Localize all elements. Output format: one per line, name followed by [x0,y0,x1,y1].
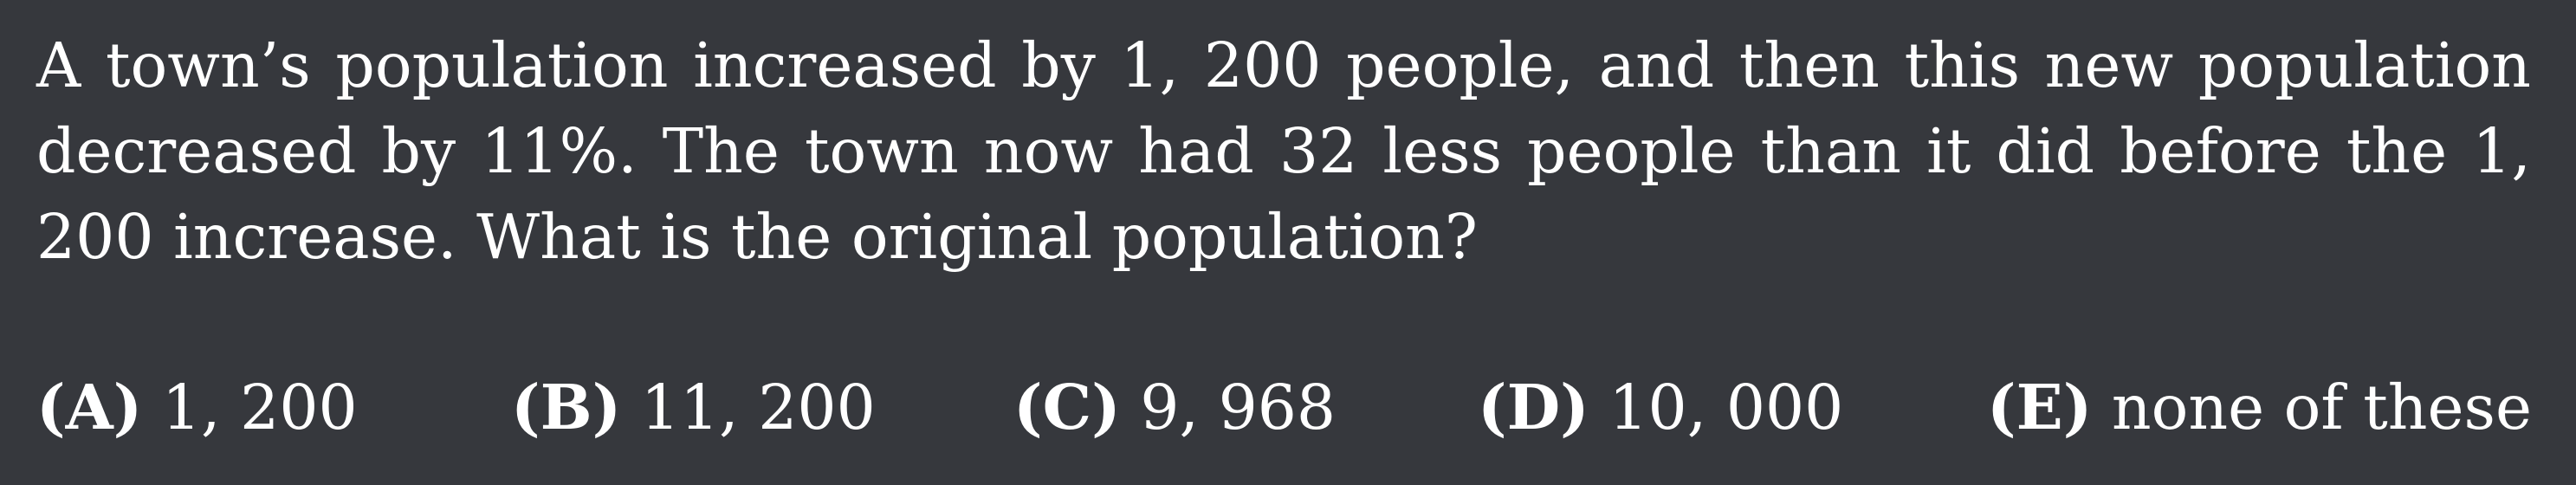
choice-b-value: 11, 200 [640,372,876,443]
choice-c-value: 9, 968 [1140,372,1337,443]
choice-a-letter: (A) [36,371,143,443]
choice-b-letter: (B) [511,371,622,443]
choice-c[interactable]: (C) 9, 968 [1013,364,1336,451]
choice-e[interactable]: (E) none of these [1987,364,2532,451]
answer-choices: (A) 1, 200 (B) 11, 200 (C) 9, 968 (D) 10… [36,364,2548,450]
choice-b[interactable]: (B) 11, 200 [511,364,876,451]
question-text: A town’s population increased by 1, 200 … [36,29,2531,273]
choice-e-letter: (E) [1987,371,2093,443]
choice-c-letter: (C) [1013,371,1121,443]
choice-d[interactable]: (D) 10, 000 [1478,364,1843,451]
choice-a-value: 1, 200 [161,372,358,443]
choice-a[interactable]: (A) 1, 200 [36,364,358,451]
choice-d-value: 10, 000 [1608,372,1844,443]
choice-d-letter: (D) [1478,371,1589,443]
choice-e-value: none of these [2111,372,2532,443]
